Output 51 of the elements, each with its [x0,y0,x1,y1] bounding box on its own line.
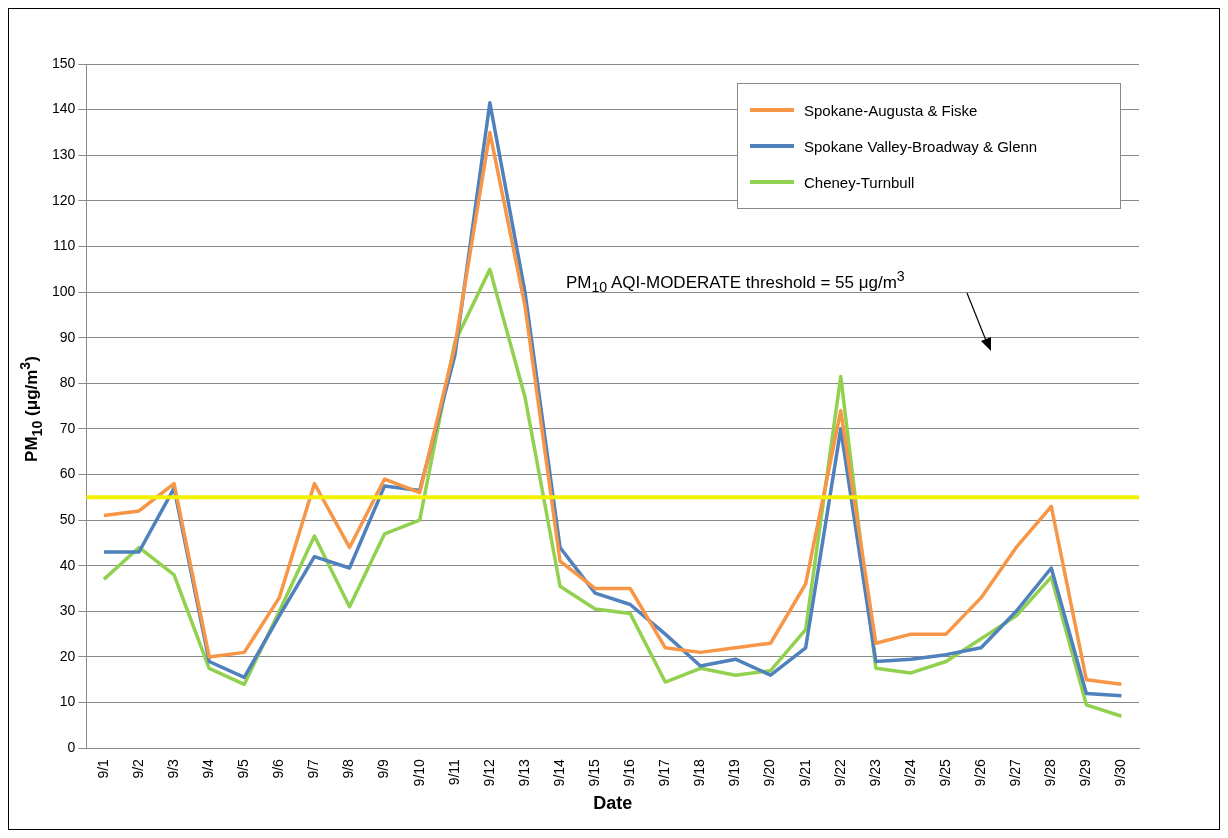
y-tick-label: 10 [59,693,76,710]
x-tick-label: 9/20 [761,758,778,787]
x-tick-label: 9/16 [621,758,638,787]
x-tick-label: 9/10 [410,758,427,787]
x-tick-label: 9/5 [235,758,252,779]
x-tick-label: 9/3 [164,758,181,779]
x-tick-label: 9/26 [971,758,988,787]
x-tick-label: 9/22 [831,758,848,787]
y-tick-label: 140 [52,100,76,117]
x-tick-label: 9/15 [585,758,602,787]
y-tick-label: 0 [67,739,76,756]
y-tick-label: 130 [52,146,76,163]
x-tick-label: 9/9 [375,758,392,779]
legend-label: Spokane-Augusta & Fiske [804,101,978,119]
x-tick-label: 9/27 [1007,758,1024,787]
legend-label: Cheney-Turnbull [804,173,915,191]
legend-label: Spokane Valley-Broadway & Glenn [804,137,1038,155]
x-tick-label: 9/14 [550,758,567,787]
y-tick-label: 20 [59,647,76,664]
y-tick-label: 80 [59,374,76,391]
x-tick-label: 9/30 [1112,758,1129,787]
y-tick-label: 90 [59,328,76,345]
y-tick-label: 100 [52,282,76,299]
x-tick-label: 9/6 [270,758,287,779]
x-tick-label: 9/7 [305,758,322,779]
x-tick-label: 9/23 [866,758,883,787]
x-axis-title: Date [593,793,633,814]
x-tick-label: 9/13 [515,758,532,787]
x-tick-label: 9/18 [691,758,708,787]
x-tick-label: 9/21 [796,758,813,787]
x-tick-label: 9/2 [129,758,146,779]
x-tick-label: 9/12 [480,758,497,787]
x-tick-label: 9/19 [726,758,743,787]
y-tick-label: 60 [59,465,76,482]
x-tick-label: 9/24 [901,758,918,787]
x-tick-label: 9/11 [445,758,462,786]
x-tick-label: 9/1 [94,758,111,779]
y-tick-label: 30 [59,602,76,619]
y-tick-label: 150 [52,54,76,71]
x-tick-label: 9/28 [1042,758,1059,787]
y-tick-label: 110 [53,237,76,254]
x-tick-label: 9/25 [936,758,953,787]
x-tick-label: 9/29 [1077,758,1094,787]
x-tick-label: 9/4 [200,758,217,779]
y-tick-label: 120 [52,191,76,208]
y-tick-label: 40 [59,556,76,573]
y-tick-label: 50 [59,510,76,527]
y-tick-label: 70 [59,419,76,436]
x-tick-label: 9/8 [340,758,357,779]
annotation: PM$_{10}$ AQI-MODERATE threshold = 55 μg/m$^{3}$ [566,267,905,298]
x-tick-label: 9/17 [656,758,673,787]
